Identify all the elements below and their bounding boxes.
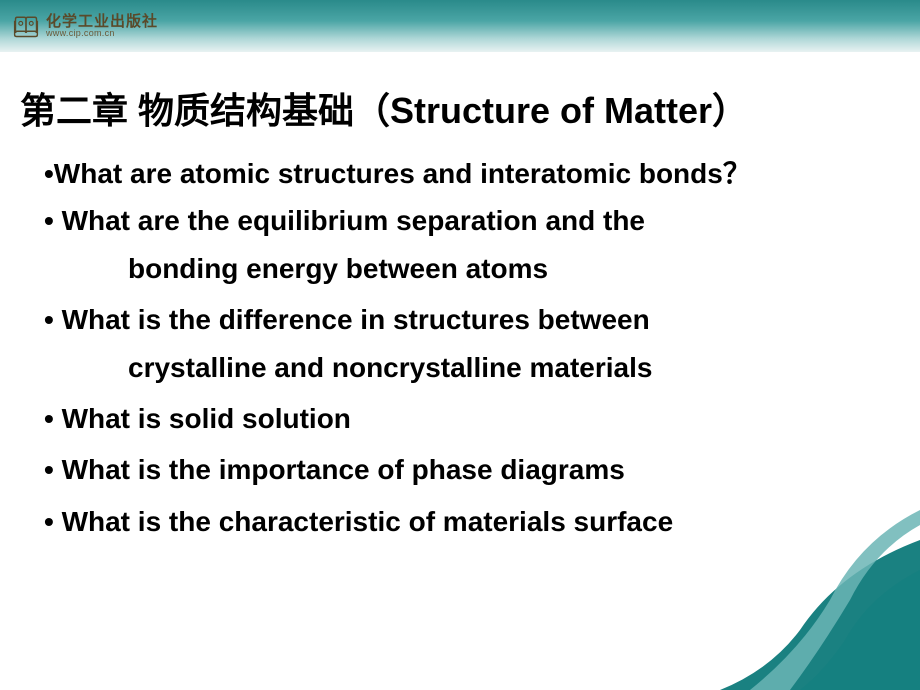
bullet-item: • What is the characteristic of material… [44,500,900,543]
slide-content: 第二章 物质结构基础（Structure of Matter） •What ar… [0,52,920,567]
publisher-logo: 化学工业出版社 www.cip.com.cn [12,12,158,40]
title-en: Structure of Matter [390,90,712,131]
bullet-list: •What are atomic structures and interato… [20,152,900,543]
bullet-item: • What is solid solution [44,397,900,440]
publisher-name: 化学工业出版社 [46,14,158,29]
title-cn: 第二章 物质结构基础（ [20,90,390,131]
book-icon [12,12,40,40]
bullet-item: •What are atomic structures and interato… [44,152,900,195]
logo-text-group: 化学工业出版社 www.cip.com.cn [46,14,158,38]
title-close: ） [712,90,748,131]
bullet-continuation: crystalline and noncrystalline materials [44,346,900,389]
bullet-item: • What is the importance of phase diagra… [44,448,900,491]
header-bar: 化学工业出版社 www.cip.com.cn [0,0,920,52]
bullet-item: • What are the equilibrium separation an… [44,199,900,242]
bullet-continuation: bonding energy between atoms [44,247,900,290]
publisher-url: www.cip.com.cn [46,29,158,38]
bullet-item: • What is the difference in structures b… [44,298,900,341]
slide-title: 第二章 物质结构基础（Structure of Matter） [20,82,900,134]
